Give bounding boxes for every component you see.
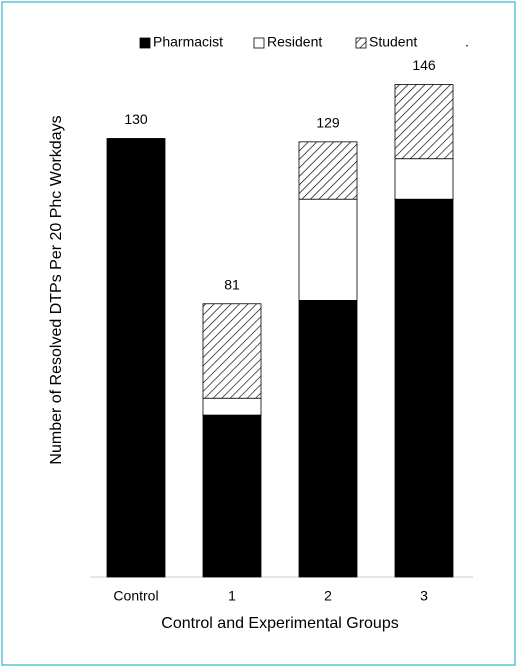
- legend-note: .: [465, 34, 469, 50]
- x-tick-label: 1: [228, 588, 236, 604]
- total-label: 146: [412, 57, 436, 73]
- bar-segment: [298, 198, 358, 301]
- bar-segment: [202, 303, 262, 399]
- total-label: 129: [316, 115, 340, 131]
- bar-segment: [298, 141, 358, 200]
- y-axis-title: Number of Resolved DTPs Per 20 Phc Workd…: [48, 115, 65, 464]
- bar-segment: [394, 158, 454, 200]
- legend-swatch: [355, 37, 367, 49]
- total-label: 81: [224, 276, 240, 292]
- total-label: 130: [124, 111, 148, 127]
- x-tick-label: Control: [113, 588, 158, 604]
- legend-label: Pharmacist: [153, 34, 223, 50]
- legend-swatch: [253, 37, 265, 49]
- x-tick-label: 2: [324, 588, 332, 604]
- x-tick-label: 3: [420, 588, 428, 604]
- bar-segment: [298, 299, 358, 578]
- x-axis-title: Control and Experimental Groups: [161, 615, 398, 632]
- bar-segment: [394, 198, 454, 578]
- legend-label: Resident: [267, 34, 322, 50]
- bar-segment: [202, 414, 262, 578]
- bar-segment: [394, 84, 454, 160]
- bar-segment: [106, 138, 166, 578]
- legend-swatch: [139, 37, 151, 49]
- bar-segment: [202, 397, 262, 416]
- legend-label: Student: [369, 34, 417, 50]
